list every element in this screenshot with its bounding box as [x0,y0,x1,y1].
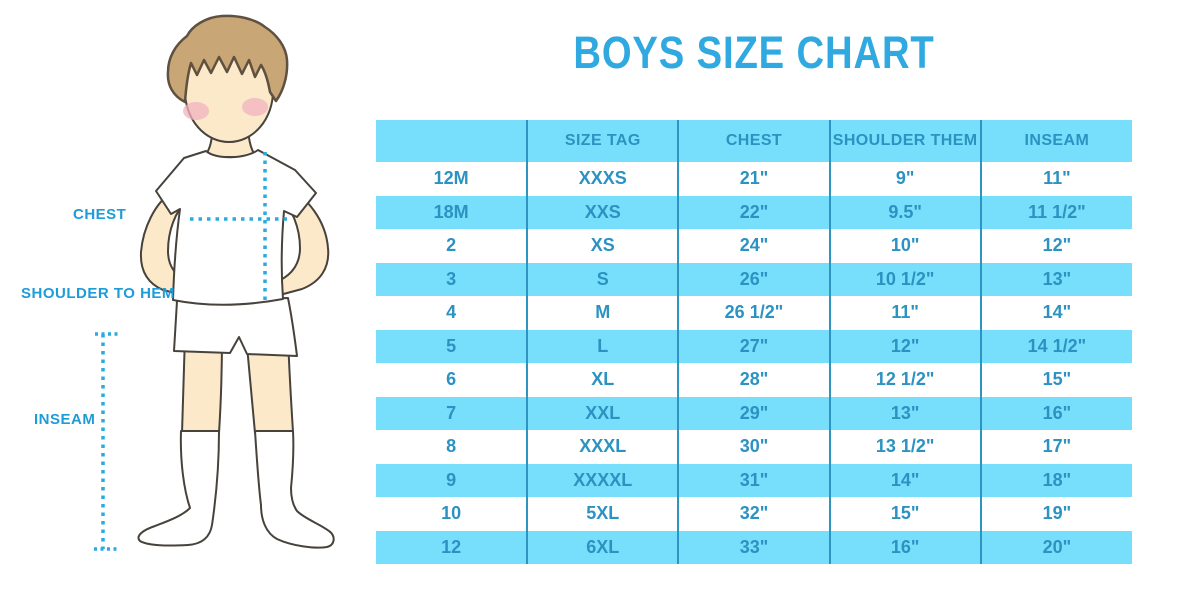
chest-cell: 24" [678,229,831,263]
boy-shirt [155,149,317,306]
table-row: 2 XS 24" 10" 12" [376,229,1132,263]
table-row: 8 XXXL 30" 13 1/2" 17" [376,430,1132,464]
size-tag-cell: M [527,296,680,330]
size-tag-cell: XS [527,229,680,263]
shoulder-cell: 9.5" [829,195,982,229]
chest-cell: 29" [678,396,831,430]
chest-cell: 27" [678,329,831,363]
size-tag-cell: S [527,262,680,296]
size-cell: 12 [376,530,529,564]
size-tag-cell: XXXL [527,430,680,464]
table-row: 6 XL 28" 12 1/2" 15" [376,363,1132,397]
table-row: 9 XXXXL 31" 14" 18" [376,463,1132,497]
inseam-cell: 12" [1042,235,1072,256]
chest-cell: 26" [678,262,831,296]
size-table: SIZE TAG CHEST SHOULDER THEM INSEAM 12M … [376,120,1132,564]
page-title: BOYS SIZE CHART [573,27,935,78]
boy-left-sock [137,430,220,547]
inseam-cell: 13" [1042,268,1072,289]
size-cell: 7 [376,396,529,430]
size-tag-cell: XL [527,363,680,397]
boy-hair [166,14,289,104]
table-row: 7 XXL 29" 13" 16" [376,396,1132,430]
size-tag-cell: XXL [527,396,680,430]
chest-cell: 26 1/2" [678,296,831,330]
table-row: 12 6XL 33" 16" 20" [376,530,1132,564]
size-cell: 12M [376,162,529,196]
table-row: 4 M 26 1/2" 11" 14" [376,296,1132,330]
boy-illustration [94,14,335,551]
shoulder-cell: 12" [829,329,982,363]
col-header-inseam: INSEAM [1024,132,1090,149]
col-header-size [376,120,529,162]
size-tag-cell: 6XL [527,530,680,564]
boy-left-blush [183,102,209,120]
shoulder-cell: 10" [829,229,982,263]
shoulder-cell: 9" [829,162,982,196]
inseam-cell: 19" [1042,503,1072,524]
chest-cell: 32" [678,497,831,531]
shoulder-to-hem-label: SHOULDER TO HEM [21,285,175,302]
inseam-cell: 11 1/2" [1028,201,1086,222]
size-tag-cell: L [527,329,680,363]
boy-shorts [173,297,298,357]
shoulder-cell: 14" [829,463,982,497]
size-cell: 2 [376,229,529,263]
table-row: 18M XXS 22" 9.5" 11 1/2" [376,195,1132,229]
table-row: 12M XXXS 21" 9" 11" [376,162,1132,196]
size-cell: 8 [376,430,529,464]
size-tag-cell: XXS [527,195,680,229]
inseam-cell: 14 1/2" [1027,335,1087,356]
size-tag-cell: XXXXL [527,463,680,497]
inseam-cell: 17" [1042,436,1072,457]
shoulder-cell: 15" [829,497,982,531]
size-cell: 5 [376,329,529,363]
shoulder-cell: 12 1/2" [829,363,982,397]
shoulder-cell: 10 1/2" [829,262,982,296]
inseam-cell: 15" [1042,369,1072,390]
chest-cell: 30" [678,430,831,464]
header-row: SIZE TAG CHEST SHOULDER THEM INSEAM [376,120,1132,162]
size-cell: 3 [376,262,529,296]
size-tag-cell: XXXS [527,162,680,196]
boy-right-arm [273,185,330,297]
shoulder-cell: 16" [829,530,982,564]
size-cell: 9 [376,463,529,497]
inseam-label: INSEAM [34,411,96,428]
size-cell: 6 [376,363,529,397]
col-header-shoulder-hem: SHOULDER THEM [829,120,982,162]
inseam-cell: 20" [1042,536,1072,557]
shoulder-cell: 13" [829,396,982,430]
shoulder-cell: 11" [829,296,982,330]
chest-label: CHEST [73,206,127,223]
size-cell: 10 [376,497,529,531]
size-cell: 4 [376,296,529,330]
inseam-cell: 14" [1042,302,1072,323]
col-header-size-tag: SIZE TAG [527,120,680,162]
boy-right-blush [242,98,268,116]
inseam-cell: 18" [1042,469,1072,490]
col-header-chest: CHEST [678,120,831,162]
chest-cell: 22" [678,195,831,229]
table-row: 3 S 26" 10 1/2" 13" [376,262,1132,296]
table-row: 5 L 27" 12" 14 1/2" [376,329,1132,363]
inseam-cell: 16" [1042,402,1072,423]
table-row: 10 5XL 32" 15" 19" [376,497,1132,531]
chest-cell: 33" [678,530,831,564]
inseam-cell: 11" [1043,168,1071,189]
size-cell: 18M [376,195,529,229]
chest-cell: 31" [678,463,831,497]
size-tag-cell: 5XL [527,497,680,531]
shoulder-cell: 13 1/2" [829,430,982,464]
chest-cell: 28" [678,363,831,397]
chest-cell: 21" [678,162,831,196]
boy-right-sock [254,430,335,549]
